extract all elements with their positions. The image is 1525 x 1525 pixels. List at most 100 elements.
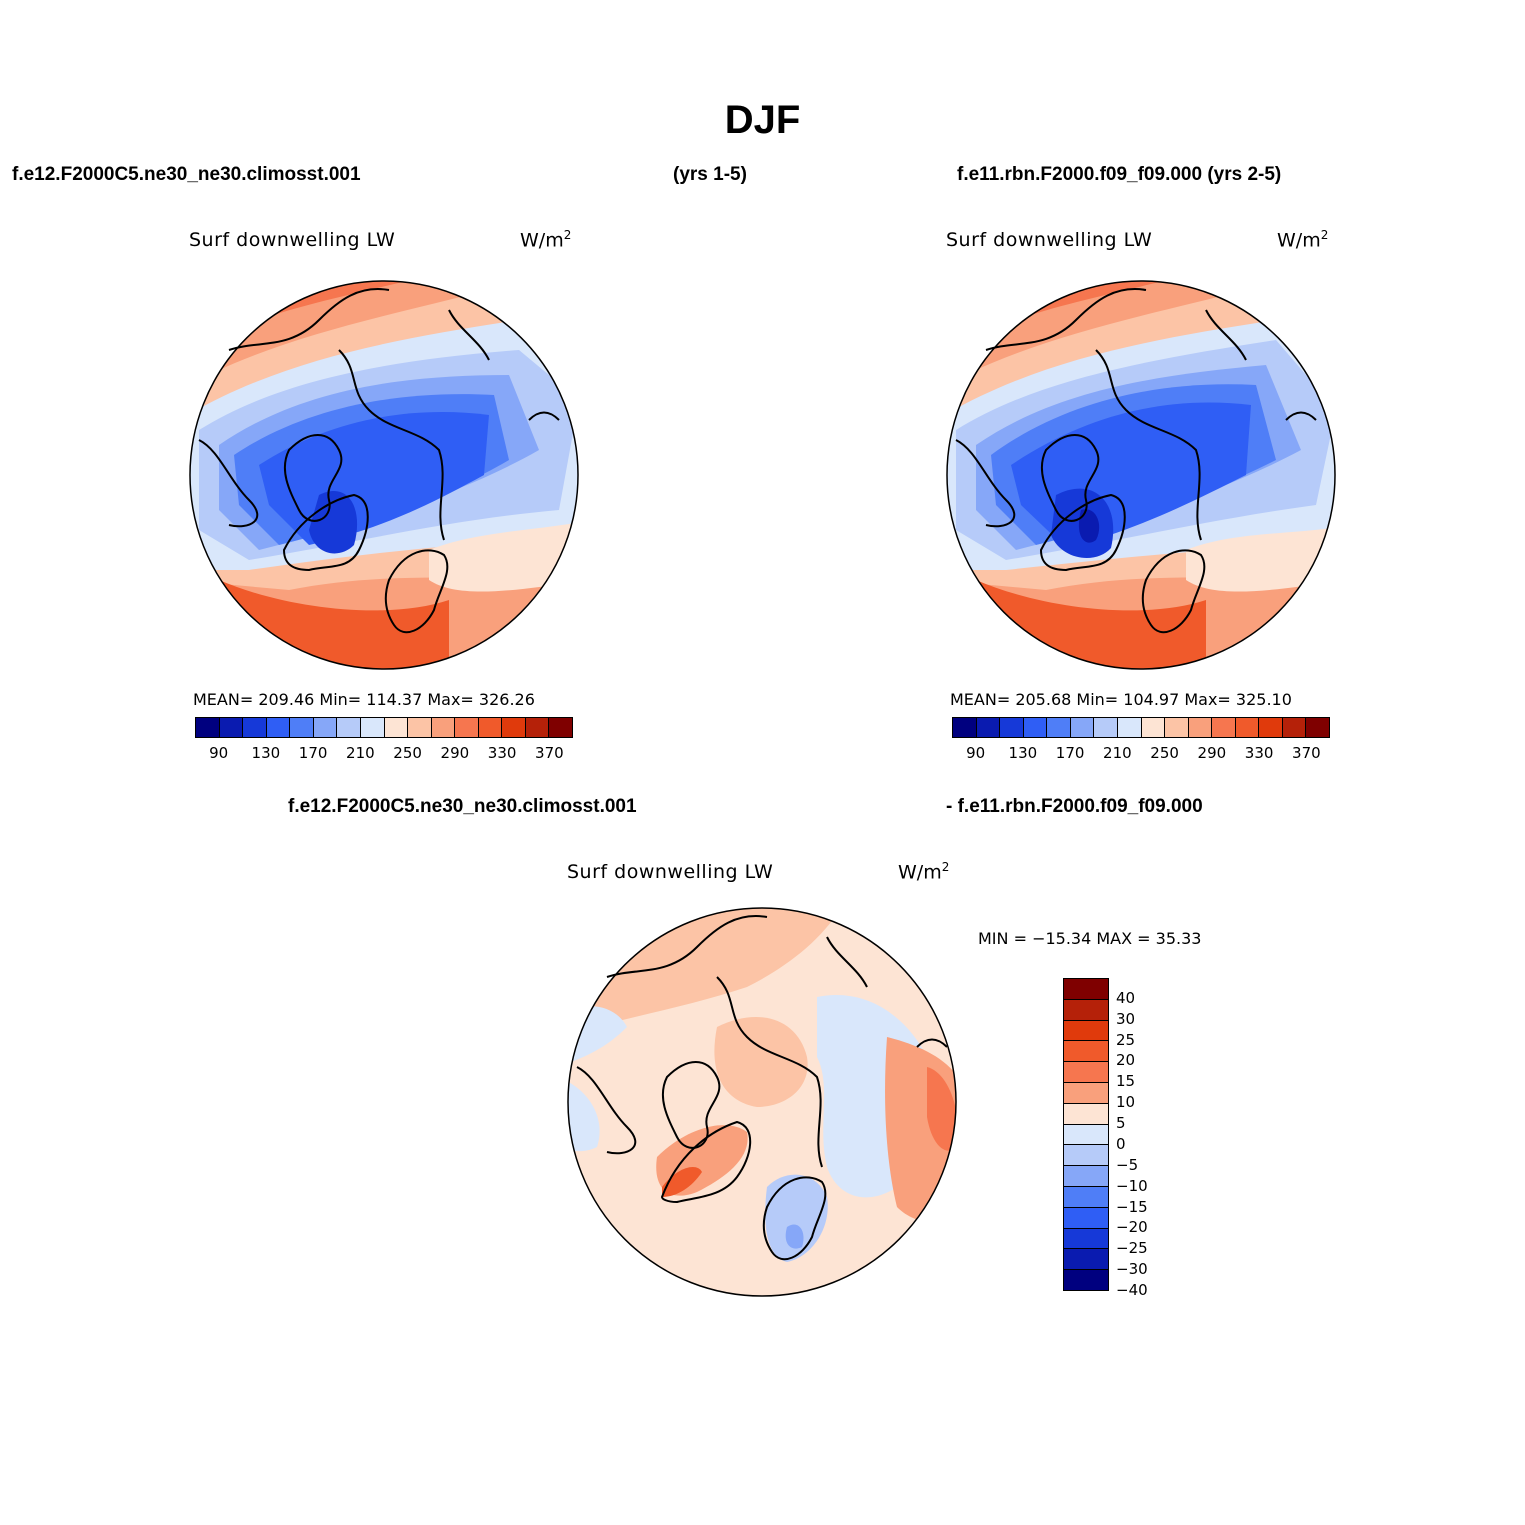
colorbar-swatch [1259,718,1283,737]
colorbar-swatch [1064,999,1108,1021]
colorbar-swatch [1117,718,1142,737]
colorbar-swatch [976,718,1001,737]
colorbar-swatch [502,718,526,737]
panel1-map-boundary [189,280,579,670]
left-case-years: (yrs 1-5) [673,164,747,185]
colorbar-swatch [1235,718,1260,737]
colorbar-swatch [1064,1103,1108,1125]
diff-unit: W/m2 [898,860,949,883]
colorbar-swatch [219,718,244,737]
colorbar-swatch [549,718,572,737]
diff-contour-band [714,1017,808,1107]
panel1-contour-band [429,520,578,592]
colorbar-swatch [196,718,220,737]
colorbar-tick-label: 210 [1103,744,1132,762]
colorbar-swatch [313,718,338,737]
colorbar-swatch [1064,1270,1108,1290]
colorbar-tick-label: −15 [1116,1197,1148,1216]
panel2-colorbar [952,717,1330,738]
colorbar-tick-label: 290 [440,744,470,762]
colorbar-swatch [290,718,314,737]
colorbar-swatch [1064,1186,1108,1208]
panel1-stats: MEAN= 209.46 Min= 114.37 Max= 326.26 [193,690,535,709]
diff-polar-map [567,907,957,1297]
colorbar-tick-label: 170 [1055,744,1085,762]
colorbar-tick-label: 5 [1116,1114,1126,1133]
colorbar-swatch [1306,718,1329,737]
colorbar-tick-label: 90 [966,744,986,762]
colorbar-swatch [525,718,550,737]
colorbar-tick-label: −25 [1116,1239,1148,1258]
colorbar-swatch [1094,718,1118,737]
colorbar-tick-label: 130 [1008,744,1038,762]
colorbar-swatch [1064,1207,1108,1229]
panel2-map-boundary [946,280,1336,670]
panel1-contour-band [309,491,358,554]
colorbar-tick-label: 15 [1116,1072,1136,1091]
diff-case-b: - f.e11.rbn.F2000.f09_f09.000 [946,796,1203,817]
panel2-unit-exp: 2 [1320,228,1329,242]
colorbar-tick-label: 130 [251,744,281,762]
colorbar-swatch [1064,1145,1108,1167]
colorbar-swatch [1064,1062,1108,1083]
panel1-coastlines [198,288,560,634]
colorbar-swatch [1064,1020,1108,1042]
colorbar-swatch [1047,718,1071,737]
colorbar-swatch [360,718,385,737]
colorbar-swatch [1064,1228,1108,1250]
panel1-colorbar [195,717,573,738]
panel2-contour-band [1186,525,1335,592]
colorbar-swatch [384,718,409,737]
colorbar-swatch [1064,1249,1108,1271]
panel1-unit-exp: 2 [563,228,572,242]
colorbar-swatch [1023,718,1048,737]
colorbar-tick-label: 25 [1116,1030,1136,1049]
colorbar-swatch [455,718,479,737]
colorbar-tick-label: 290 [1197,744,1227,762]
colorbar-swatch [1064,1041,1108,1063]
panel1-subtitle: Surf downwelling LW [189,229,396,251]
colorbar-tick-label: 20 [1116,1051,1136,1070]
colorbar-swatch [1064,979,1108,1000]
colorbar-tick-label: 30 [1116,1009,1136,1028]
colorbar-tick-label: 0 [1116,1134,1126,1153]
colorbar-tick-label: 370 [1292,744,1321,762]
panel1-polar-map [189,280,579,670]
left-case-name: f.e12.F2000C5.ne30_ne30.climosst.001 [12,164,361,185]
colorbar-tick-label: 330 [487,744,517,762]
panel2-polar-map [946,280,1336,670]
diff-unit-base: W/m [898,861,942,884]
diff-coastlines [576,915,948,1261]
colorbar-swatch [431,718,456,737]
diff-contour-band [568,1077,600,1152]
diff-subtitle: Surf downwelling LW [567,861,774,883]
colorbar-tick-label: 250 [1150,744,1179,762]
colorbar-swatch [478,718,503,737]
colorbar-swatch [1000,718,1024,737]
colorbar-tick-label: −40 [1116,1281,1148,1299]
colorbar-tick-label: 330 [1244,744,1274,762]
colorbar-tick-label: 170 [298,744,328,762]
colorbar-swatch [337,718,361,737]
panel1-unit: W/m2 [520,228,571,251]
diff-contour-band [765,1174,828,1262]
diff-unit-exp: 2 [941,860,950,874]
colorbar-swatch [243,718,267,737]
panel2-contour-band [1078,509,1100,543]
colorbar-swatch [1282,718,1307,737]
colorbar-tick-label: 250 [393,744,422,762]
colorbar-swatch [266,718,291,737]
panel2-coastlines [955,288,1317,634]
colorbar-swatch [1141,718,1166,737]
colorbar-swatch [1064,1166,1108,1187]
panel2-unit-base: W/m [1277,229,1321,252]
diff-map-boundary [567,907,957,1297]
colorbar-tick-label: 90 [209,744,229,762]
colorbar-swatch [1070,718,1095,737]
colorbar-swatch [408,718,432,737]
figure-title: DJF [724,98,801,142]
colorbar-tick-label: −10 [1116,1176,1148,1195]
diff-case-a: f.e12.F2000C5.ne30_ne30.climosst.001 [288,796,637,817]
diff-contour-band [662,1167,702,1197]
colorbar-swatch [1188,718,1213,737]
